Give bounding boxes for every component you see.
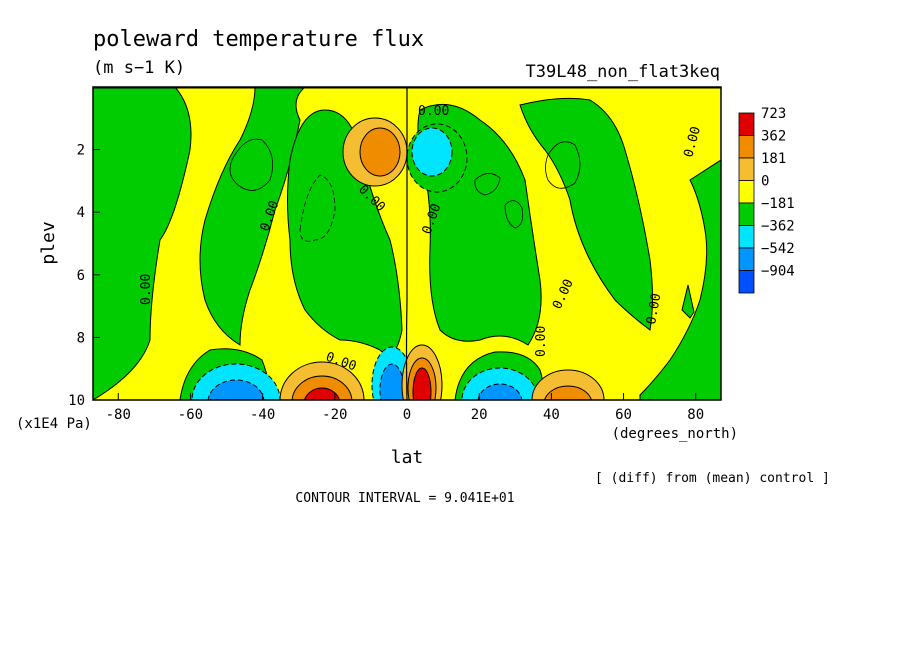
comparison-note: [ (diff) from (mean) control ] xyxy=(595,471,830,486)
y-tick-label: 2 xyxy=(77,143,85,159)
x-axis-ticks: -80 -60 -40 -20 0 20 40 60 80 xyxy=(106,393,704,423)
y-axis-units: (x1E4 Pa) xyxy=(16,416,92,432)
contour-nh-wedge xyxy=(681,284,695,319)
contour-label: 0.00 xyxy=(418,104,449,119)
colorbar-label: 723 xyxy=(761,106,786,122)
contour-label: 0.00 xyxy=(534,326,549,357)
region-negative-nh-mid xyxy=(519,97,653,331)
colorbar-swatch xyxy=(738,157,755,181)
contour-mid-line xyxy=(405,87,408,400)
y-tick-label: 10 xyxy=(68,393,85,409)
y-axis-label: plev xyxy=(38,221,59,264)
core-negative-sh-45-inner xyxy=(207,379,265,400)
contour-small-sh xyxy=(229,138,274,191)
core-negative-eq-south-inner xyxy=(379,363,405,400)
colorbar-swatch xyxy=(738,112,755,136)
colorbar: 723 362 181 0 −181 −362 −542 −904 xyxy=(738,106,795,294)
y-axis-ticks: 2 4 6 8 10 xyxy=(68,143,100,409)
core-negative-nh-upper-inner xyxy=(411,127,453,177)
colorbar-label: −181 xyxy=(761,196,795,212)
colorbar-swatch xyxy=(738,247,755,271)
chart-units: (m s−1 K) xyxy=(93,58,185,78)
chart-title: poleward temperature flux xyxy=(93,27,424,52)
contour-interval: CONTOUR INTERVAL = 9.041E+01 xyxy=(295,491,514,506)
x-tick-label: -80 xyxy=(106,407,131,423)
y-tick-label: 4 xyxy=(77,205,85,221)
y-tick-label: 6 xyxy=(77,268,85,284)
contour-label: 0.00 xyxy=(644,292,664,325)
plot-fill xyxy=(93,87,721,400)
colorbar-swatch xyxy=(738,225,755,249)
contour-small-nh3 xyxy=(504,200,524,229)
colorbar-label: −904 xyxy=(761,264,795,280)
colorbar-label: 362 xyxy=(761,129,786,145)
x-tick-label: -40 xyxy=(250,407,275,423)
contour-small-nh2 xyxy=(474,173,501,196)
x-axis-units: (degrees_north) xyxy=(612,426,738,442)
colorbar-label: −542 xyxy=(761,241,795,257)
colorbar-swatch xyxy=(738,270,755,294)
region-negative-sh-west xyxy=(93,87,192,400)
x-tick-label: 80 xyxy=(687,407,704,423)
y-tick-label: 8 xyxy=(77,330,85,346)
x-tick-label: 40 xyxy=(543,407,560,423)
colorbar-label: 181 xyxy=(761,151,786,167)
x-tick-label: 20 xyxy=(471,407,488,423)
x-tick-label: 60 xyxy=(615,407,632,423)
core-positive-sh-upper-inner xyxy=(359,127,401,177)
core-positive-nh-45-inner xyxy=(544,385,592,400)
x-tick-label: -60 xyxy=(178,407,203,423)
contour-small-nh xyxy=(545,141,581,189)
core-positive-sh-27-inner xyxy=(304,387,340,400)
x-tick-label: -20 xyxy=(322,407,347,423)
run-label: T39L48_non_flat3keq xyxy=(526,62,720,82)
contour-dashed-sh xyxy=(299,174,336,242)
colorbar-label: 0 xyxy=(761,174,769,190)
x-axis-label: lat xyxy=(391,447,424,468)
region-negative-sh-midlat xyxy=(287,109,403,355)
region-negative-nh-polar xyxy=(639,159,721,400)
core-positive-eq-north-inner xyxy=(412,367,432,400)
colorbar-swatch xyxy=(738,180,755,204)
core-negative-nh-25-inner xyxy=(477,383,523,400)
colorbar-swatch xyxy=(738,135,755,159)
colorbar-swatch xyxy=(738,202,755,226)
x-tick-label: 0 xyxy=(403,407,411,423)
colorbar-label: −362 xyxy=(761,219,795,235)
contour-label: 0.00 xyxy=(139,274,154,305)
